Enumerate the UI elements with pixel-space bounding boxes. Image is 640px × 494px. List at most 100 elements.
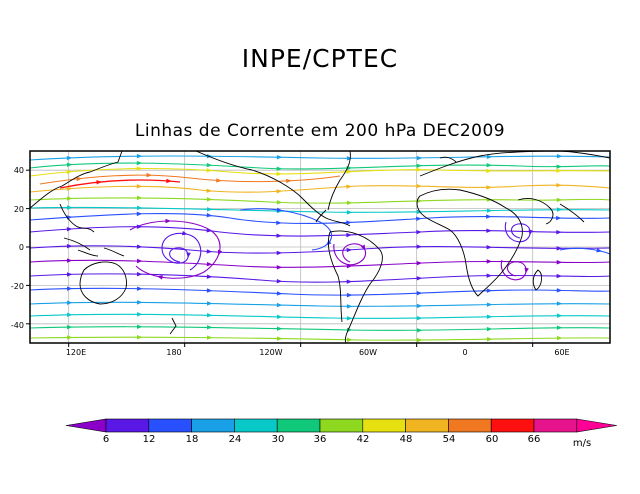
stream-arrow: [416, 183, 422, 189]
stream-arrow: [416, 216, 422, 221]
colorbar-swatch: [490, 418, 535, 433]
stream-arrow: [416, 229, 422, 235]
stream-arrow: [486, 185, 492, 190]
stream-arrow: [416, 163, 423, 168]
stream-arrow: [486, 302, 493, 307]
stream-arrow: [206, 162, 213, 168]
stream-arrow: [416, 328, 423, 333]
stream-arrow: [136, 300, 143, 305]
stream-arrow: [556, 153, 563, 159]
stream-arrow: [276, 200, 283, 205]
colorbar-swatch: [319, 418, 364, 433]
stream-arrow: [206, 168, 213, 173]
stream-arrow: [276, 250, 283, 256]
lat-label: -20: [11, 282, 24, 291]
stream-arrow: [136, 324, 143, 329]
colorbar-label: 60: [486, 434, 499, 445]
colorbar-swatch: [533, 418, 578, 433]
stream-arrow: [276, 189, 283, 194]
lon-label: 0: [462, 348, 467, 357]
lon-label: 120W: [259, 348, 282, 357]
stream-arrow: [206, 313, 213, 318]
colorbar-label: 36: [314, 434, 327, 445]
stream-arrow: [416, 261, 423, 266]
stream-arrow: [416, 291, 423, 296]
stream-arrow: [206, 274, 213, 279]
new-zealand: [169, 317, 177, 335]
stream-arrow: [524, 267, 529, 274]
stream-arrow: [486, 314, 493, 319]
stream-arrow: [206, 228, 213, 233]
stream-arrow: [66, 324, 73, 330]
stream-arrow: [96, 180, 102, 185]
stream-arrow: [66, 155, 73, 161]
stream-arrow: [556, 197, 563, 203]
stream-arrow: [186, 252, 191, 259]
europe-asia-coast: [419, 151, 610, 177]
stream-arrow: [136, 166, 143, 171]
stream-arrow: [346, 169, 352, 175]
stream-arrow: [66, 300, 73, 305]
stream-arrow: [157, 275, 163, 280]
stream-arrow: [486, 273, 493, 278]
stream-arrow: [556, 182, 562, 188]
stream-arrow: [556, 335, 563, 341]
stream-arrow: [136, 258, 143, 264]
stream-arrow: [416, 337, 423, 343]
stream-arrow: [216, 178, 222, 183]
stream-arrow: [206, 288, 213, 293]
north-america-east-coast: [315, 151, 351, 223]
stream-arrow: [556, 273, 563, 279]
stream-arrow: [556, 229, 562, 235]
stream-arrow: [486, 337, 493, 342]
stream-arrow: [276, 278, 283, 284]
africa: [416, 188, 523, 297]
stream-arrow: [146, 172, 152, 178]
stream-arrow: [206, 325, 213, 330]
stream-arrow: [136, 224, 143, 229]
stream-arrow: [66, 196, 73, 201]
stream-arrow: [486, 245, 493, 250]
streamline-arrows: [66, 153, 603, 343]
stream-arrow: [346, 184, 352, 189]
colorbar-swatch: [362, 418, 406, 433]
stream-arrow: [416, 315, 423, 321]
colorbar-label: 30: [272, 434, 285, 445]
stream-arrow: [486, 168, 492, 174]
stream-arrow: [346, 210, 353, 215]
stream-arrow: [346, 292, 353, 298]
stream-arrow: [66, 272, 73, 277]
stream-arrow: [556, 288, 563, 293]
stream-arrow: [276, 336, 283, 341]
colorbar-label: 12: [143, 434, 156, 445]
lat-label: -40: [11, 321, 24, 330]
continent-outlines: [30, 151, 610, 343]
north-america-west-coast: [195, 151, 351, 227]
stream-arrow: [206, 207, 213, 212]
stream-arrow: [206, 197, 213, 202]
indonesia-islands: [63, 237, 125, 257]
stream-arrow: [165, 218, 171, 224]
stream-arrow: [66, 258, 73, 263]
stream-arrow: [136, 160, 143, 166]
stream-arrow: [136, 312, 143, 317]
latitude-axis: 40 20 0 -20 -40: [11, 166, 24, 330]
colorbar-swatch: [448, 418, 492, 433]
stream-arrow: [66, 186, 73, 191]
colorbar-swatch: [105, 418, 150, 433]
stream-arrow: [276, 314, 283, 320]
stream-arrow: [136, 184, 143, 189]
stream-arrow: [346, 232, 352, 238]
stream-arrow: [181, 230, 188, 236]
stream-arrow: [206, 301, 213, 306]
lat-label: 20: [14, 205, 24, 214]
lon-label: 120E: [66, 348, 86, 357]
stream-arrow: [416, 244, 423, 249]
stream-arrow: [66, 162, 73, 167]
stream-arrow: [136, 211, 143, 217]
stream-arrow: [486, 326, 493, 332]
stream-arrow: [346, 264, 353, 269]
lat-label: 40: [14, 166, 24, 175]
lat-label: 0: [19, 243, 24, 252]
stream-arrow: [276, 220, 282, 225]
